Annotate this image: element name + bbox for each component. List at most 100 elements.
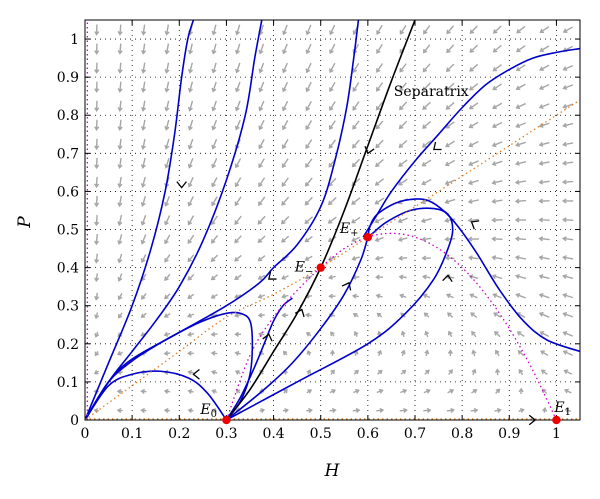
vector-arrow (539, 122, 550, 127)
vector-arrow-head (402, 388, 408, 394)
vector-arrow (422, 101, 431, 110)
vector-arrow-head (423, 29, 428, 35)
vector-arrow-head (187, 239, 193, 245)
vector-arrow (469, 102, 479, 110)
vector-arrow (516, 160, 527, 165)
vector-arrow (212, 138, 218, 149)
vector-arrow-head (400, 330, 406, 336)
y-tick-label: 0.9 (57, 70, 79, 86)
vector-arrow-head (163, 313, 169, 318)
vector-arrow-head (211, 201, 216, 207)
vector-arrow (563, 331, 574, 337)
vector-arrow (587, 162, 597, 163)
vector-arrow-head (421, 180, 427, 186)
vector-arrow-head (562, 312, 568, 317)
vector-arrow (492, 256, 503, 260)
vector-arrow-head (282, 87, 287, 93)
vector-arrow (188, 138, 194, 149)
vector-arrow (563, 122, 574, 127)
vector-arrow-head (329, 87, 334, 93)
vector-arrow (328, 216, 337, 224)
vector-arrow-head (495, 388, 501, 394)
vector-arrow (352, 236, 361, 242)
vector-arrow-head (587, 237, 590, 241)
vector-arrow-head (187, 294, 192, 299)
vector-arrow-head (234, 182, 240, 188)
vector-arrow-head (375, 124, 381, 130)
vector-arrow-head (376, 49, 381, 54)
vector-arrow-head (305, 30, 311, 36)
x-tick-label: 0.7 (404, 426, 426, 442)
x-axis-label: H (324, 461, 341, 481)
vector-arrow (516, 237, 527, 241)
trajectory-arrow (364, 145, 375, 155)
vector-arrow-head (234, 350, 240, 356)
vector-arrow (187, 215, 195, 225)
vector-arrow-head (515, 292, 521, 298)
vector-arrow (539, 45, 550, 52)
vector-arrow-head (187, 201, 193, 207)
vector-arrow-head (491, 179, 497, 185)
vector-arrow-head (514, 160, 520, 166)
vector-arrow-head (140, 407, 146, 414)
vector-arrow (398, 159, 408, 167)
vector-arrow (189, 43, 193, 54)
vector-arrow-head (235, 49, 240, 55)
vector-arrow-head (328, 293, 333, 299)
vector-arrow-head (587, 294, 590, 298)
vector-arrow (165, 119, 170, 130)
vector-arrow-head (562, 122, 567, 128)
vector-arrow-head (540, 350, 545, 355)
vector-arrow-head (471, 330, 476, 336)
vector-arrow-head (258, 68, 264, 74)
vector-arrow-head (352, 106, 357, 111)
vector-arrow-head (211, 49, 217, 55)
vector-arrow-head (212, 12, 216, 15)
vector-arrow (164, 215, 171, 225)
vector-arrow-head (515, 274, 520, 280)
vector-arrow-head (471, 368, 477, 374)
vector-arrow-head (164, 49, 170, 55)
vector-arrow (399, 63, 407, 73)
vector-arrow-head (588, 408, 591, 412)
vector-arrow (281, 177, 289, 187)
vector-arrow-head (234, 370, 240, 375)
vector-arrow (95, 157, 98, 168)
vector-arrow (492, 275, 503, 280)
vector-arrow-head (492, 48, 498, 53)
vector-arrow (469, 44, 479, 53)
vector-arrow (305, 120, 313, 130)
vector-arrow (352, 101, 360, 111)
vector-arrow-head (118, 12, 122, 15)
vector-arrow-head (468, 104, 474, 110)
vector-arrow (587, 257, 597, 259)
vector-arrow-head (306, 12, 310, 16)
vector-arrow (165, 43, 170, 54)
vector-arrow-head (236, 12, 240, 15)
vector-arrow-head (94, 202, 100, 208)
vector-arrow (119, 62, 122, 73)
vector-arrow-head (374, 200, 380, 205)
vector-arrow-head (163, 331, 169, 337)
vector-arrow (259, 100, 265, 111)
vector-arrow-head (515, 104, 521, 110)
vector-arrow (282, 43, 288, 54)
vector-arrow (377, 6, 382, 15)
equilibrium-point (552, 415, 561, 425)
vector-arrow-head (374, 218, 380, 224)
vector-arrow-head (163, 407, 169, 414)
vector-arrow-head (425, 369, 430, 375)
vector-arrow (445, 218, 456, 222)
vector-arrow (375, 120, 384, 130)
vector-arrow (259, 24, 265, 35)
vector-arrow-head (94, 107, 100, 112)
vector-arrow-head (564, 10, 568, 13)
trajectory-line (85, 20, 195, 420)
vector-arrow-head (538, 198, 544, 204)
vector-arrow-head (163, 350, 169, 356)
vector-arrow (539, 275, 550, 280)
trajectory-arrow (442, 274, 453, 283)
vector-arrow-head (400, 349, 406, 355)
vector-arrow-head (377, 11, 381, 15)
